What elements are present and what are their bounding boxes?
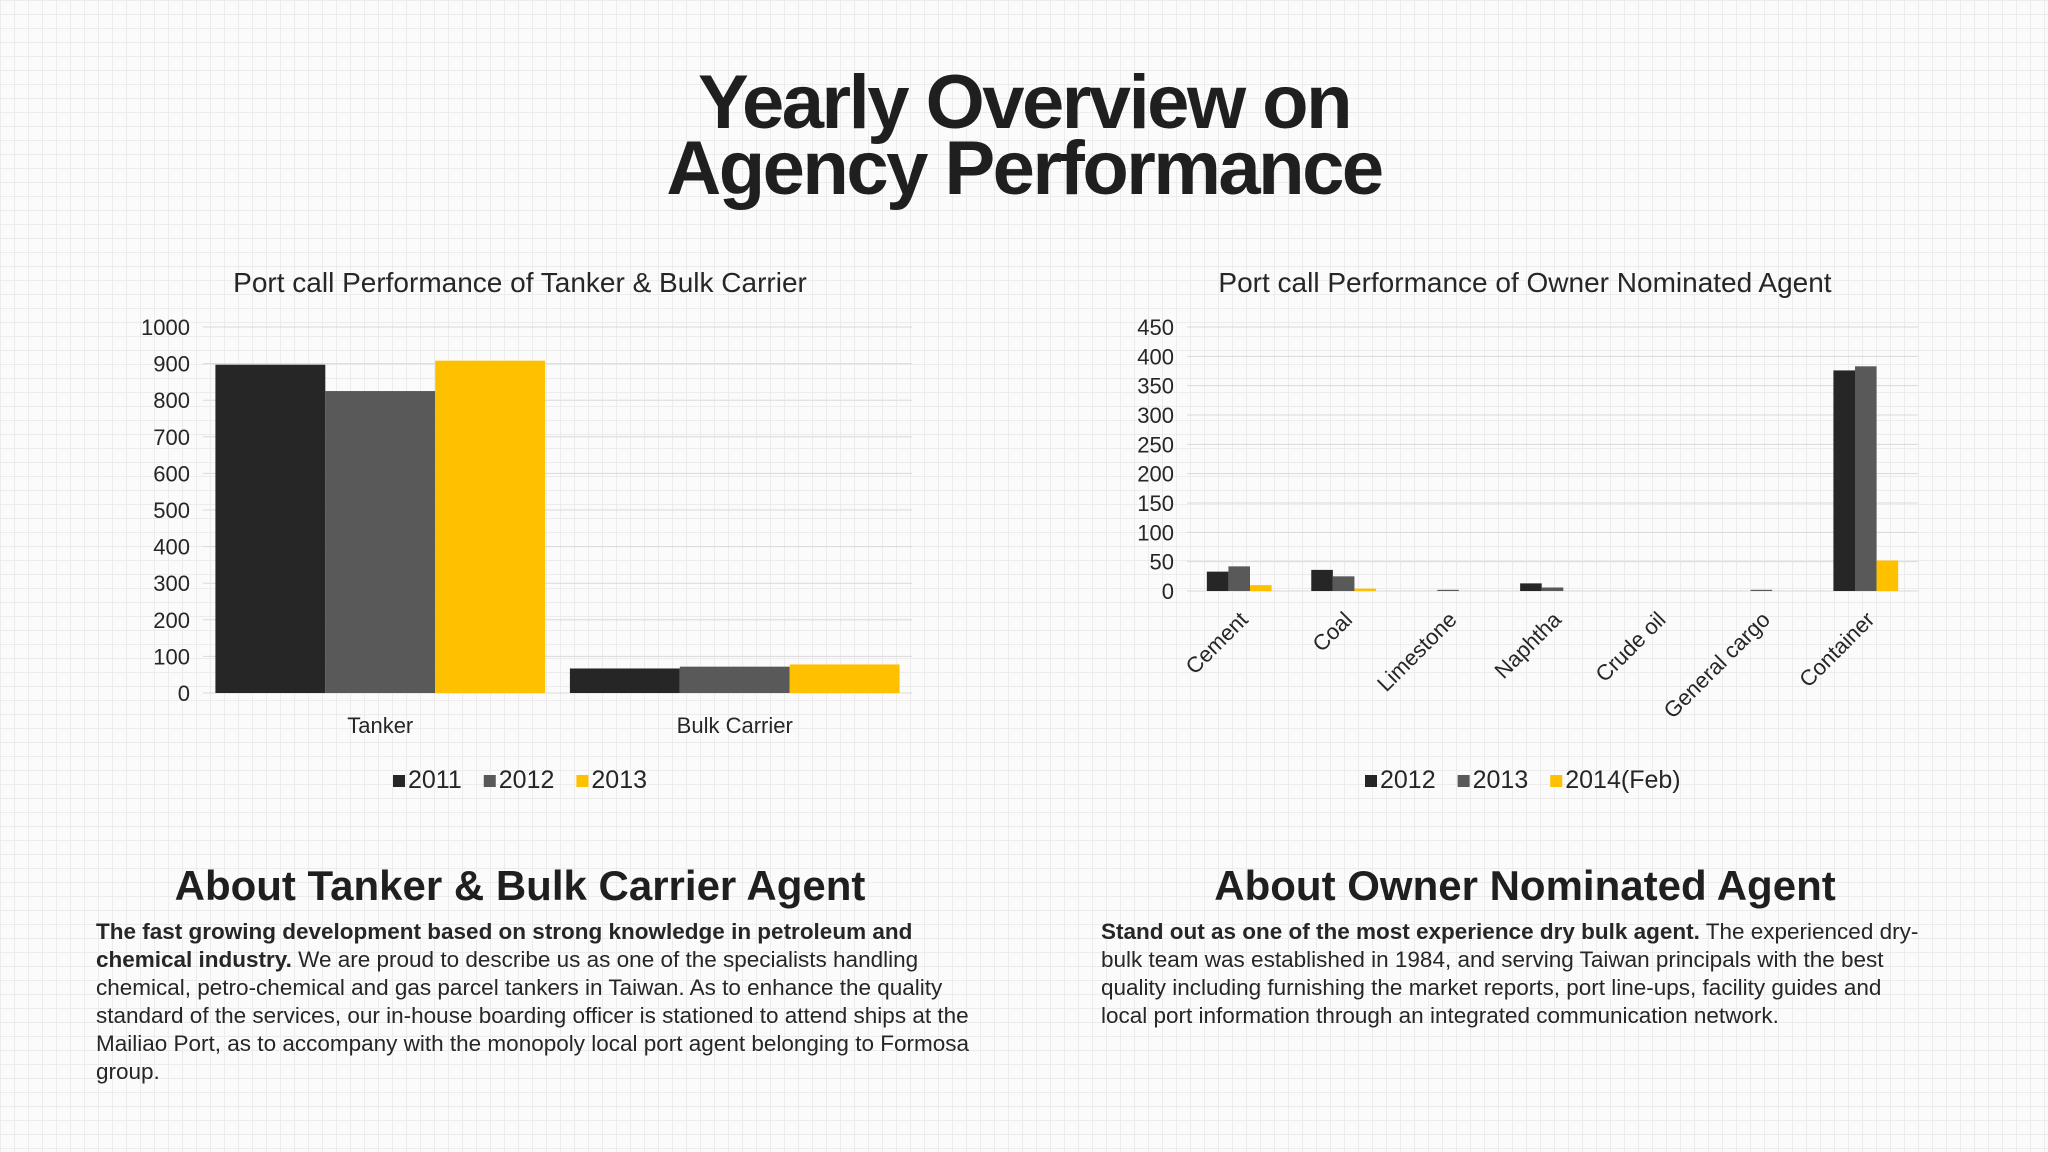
legend-swatch	[1550, 775, 1563, 787]
legend-label: 2014(Feb)	[1565, 766, 1680, 794]
x-tick-label: Cement	[1181, 607, 1253, 679]
bar	[1520, 583, 1542, 591]
page-title-line-1: Yearly Overview on	[697, 60, 1353, 145]
y-tick-label: 500	[153, 498, 190, 523]
bar	[679, 666, 790, 693]
section-body-tanker: The fast growing development based on st…	[96, 918, 976, 1086]
y-tick-label: 200	[1137, 462, 1174, 487]
owner-nominated-chart: Port call Performance of Owner Nominated…	[1137, 267, 1918, 794]
x-tick-label: Limestone	[1372, 607, 1461, 696]
y-tick-label: 700	[153, 425, 190, 450]
page-title: Yearly Overview on Agency Performance	[0, 60, 2048, 211]
bar	[789, 664, 900, 693]
section-body-owner: Stand out as one of the most experience …	[1101, 918, 1931, 1030]
bar	[1541, 587, 1564, 591]
legend-label: 2013	[591, 766, 647, 794]
bar	[1750, 589, 1773, 591]
legend-label: 2012	[1380, 766, 1436, 794]
y-tick-label: 100	[1137, 520, 1174, 545]
x-tick-label: Container	[1794, 607, 1879, 692]
legend-swatch	[483, 775, 496, 787]
x-tick-label: Naphtha	[1490, 606, 1567, 683]
legend-swatch	[1457, 775, 1470, 787]
x-tick-label: Bulk Carrier	[677, 713, 793, 738]
y-tick-label: 0	[178, 681, 190, 706]
bar	[1354, 588, 1377, 591]
y-tick-label: 800	[153, 388, 190, 413]
bar	[1833, 370, 1855, 591]
chart-title: Port call Performance of Tanker & Bulk C…	[233, 267, 807, 298]
bar	[1206, 571, 1229, 591]
y-tick-label: 450	[1137, 315, 1174, 340]
bar	[1332, 576, 1355, 591]
bar	[435, 360, 546, 693]
y-tick-label: 250	[1137, 432, 1174, 457]
legend-label: 2013	[1473, 766, 1529, 794]
section-heading-owner: About Owner Nominated Agent	[1214, 862, 1836, 909]
bar	[1250, 585, 1272, 591]
y-tick-label: 400	[1137, 344, 1174, 369]
y-tick-label: 150	[1137, 491, 1174, 516]
x-tick-label: Coal	[1308, 607, 1358, 657]
y-tick-label: 0	[1162, 579, 1174, 604]
section-body-tanker-text: We are proud to describe us as one of th…	[96, 947, 969, 1084]
bar	[325, 391, 436, 693]
y-tick-label: 300	[1137, 403, 1174, 428]
x-tick-label: Tanker	[347, 713, 413, 738]
y-tick-label: 600	[153, 461, 190, 486]
section-body-owner-bold: Stand out as one of the most experience …	[1101, 919, 1700, 944]
section-heading-tanker: About Tanker & Bulk Carrier Agent	[174, 862, 866, 909]
y-tick-label: 350	[1137, 374, 1174, 399]
tanker-bulk-chart: Port call Performance of Tanker & Bulk C…	[141, 267, 912, 794]
y-tick-label: 200	[153, 608, 190, 633]
bar	[215, 364, 326, 693]
y-tick-label: 50	[1150, 550, 1174, 575]
bar	[1228, 566, 1251, 591]
y-tick-label: 1000	[141, 315, 190, 340]
section-body-owner-text: The experienced dry-bulk team was establ…	[1101, 919, 1919, 1028]
legend-label: 2012	[499, 766, 555, 794]
y-tick-label: 300	[153, 571, 190, 596]
legend-swatch	[576, 775, 589, 787]
y-tick-label: 100	[153, 644, 190, 669]
legend-swatch	[1365, 775, 1377, 787]
legend-label: 2011	[408, 766, 462, 794]
page-title-line-2: Agency Performance	[666, 126, 1384, 211]
bar	[1311, 569, 1333, 591]
section-body-tanker-bold: The fast growing development based on st…	[96, 919, 913, 972]
bar	[1437, 589, 1459, 591]
y-tick-label: 900	[153, 352, 190, 377]
x-tick-label: Crude oil	[1591, 607, 1671, 687]
bar	[569, 668, 680, 693]
x-tick-label: General cargo	[1659, 607, 1775, 723]
bar	[1876, 560, 1899, 591]
chart-title: Port call Performance of Owner Nominated…	[1218, 267, 1831, 298]
legend-swatch	[393, 775, 405, 787]
y-tick-label: 400	[153, 535, 190, 560]
bar	[1854, 366, 1877, 591]
